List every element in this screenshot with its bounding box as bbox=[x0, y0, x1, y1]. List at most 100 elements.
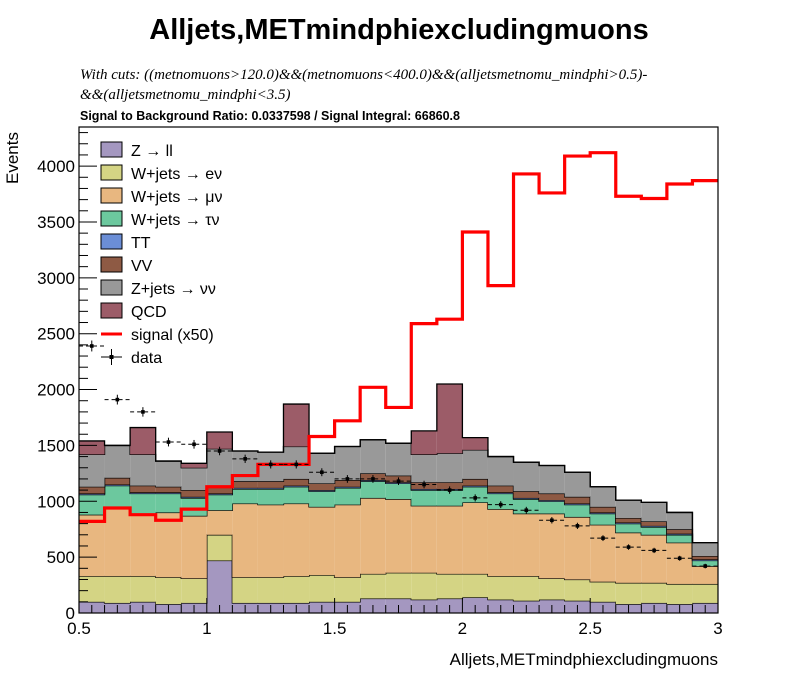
x-tick-label: 0.5 bbox=[67, 619, 91, 638]
stack-bar bbox=[436, 573, 463, 599]
stack-bar bbox=[79, 494, 105, 515]
y-axis-label: Events bbox=[3, 132, 22, 184]
data-marker bbox=[601, 536, 605, 540]
data-marker bbox=[575, 524, 580, 528]
data-point bbox=[615, 544, 642, 550]
stack-bar bbox=[232, 503, 258, 578]
stack-bar bbox=[79, 454, 105, 487]
data-point bbox=[360, 475, 386, 483]
stack-bar bbox=[411, 430, 437, 455]
stack-bar bbox=[232, 481, 258, 488]
stack-bar bbox=[513, 491, 540, 498]
stack-layer-w-jets bbox=[79, 480, 718, 567]
data-point bbox=[692, 563, 718, 569]
stack-bar bbox=[360, 439, 386, 474]
data-marker bbox=[447, 488, 452, 492]
data-marker bbox=[371, 477, 375, 481]
legend-entry: W+jets → μν bbox=[100, 187, 222, 206]
stack-bar bbox=[590, 513, 616, 525]
y-tick-label: 3000 bbox=[37, 269, 75, 288]
legend-swatch bbox=[100, 141, 123, 158]
stack-bar bbox=[155, 512, 182, 578]
stack-bar bbox=[130, 513, 156, 577]
data-marker bbox=[524, 508, 529, 513]
y-tick-label: 2000 bbox=[37, 381, 75, 400]
stack-bar bbox=[181, 467, 207, 491]
legend-label: data bbox=[131, 350, 162, 367]
legend-entry: Z → ll bbox=[100, 141, 173, 160]
legend-label: signal (x50) bbox=[131, 327, 214, 344]
stack-bar bbox=[181, 515, 207, 579]
legend-label: VV bbox=[131, 258, 153, 275]
legend-label: Z+jets → νν bbox=[131, 281, 216, 298]
stack-bar bbox=[104, 485, 131, 507]
stack-layer-qcd bbox=[79, 383, 718, 544]
legend-entry: signal (x50) bbox=[101, 327, 214, 344]
stack-bar bbox=[666, 542, 693, 584]
data-point bbox=[487, 501, 514, 509]
data-point bbox=[564, 522, 591, 529]
data-point bbox=[155, 437, 182, 447]
data-point bbox=[513, 506, 540, 514]
stack-bar bbox=[564, 496, 591, 504]
x-tick-label: 2.5 bbox=[578, 619, 602, 638]
stack-bar bbox=[487, 509, 514, 577]
data-point bbox=[436, 486, 463, 494]
stack-bar bbox=[181, 490, 207, 497]
cuts-line-2: &&(alljetsmetnomu_mindphi<3.5) bbox=[80, 87, 291, 103]
stack-bar bbox=[155, 577, 182, 605]
x-tick-label: 3 bbox=[713, 619, 722, 638]
stack-bar bbox=[692, 583, 718, 603]
stack-layer-w-jets bbox=[79, 497, 718, 584]
data-marker bbox=[422, 482, 426, 487]
legend-entry: VV bbox=[100, 256, 153, 275]
stack-bar bbox=[130, 485, 156, 493]
data-point bbox=[334, 475, 361, 483]
y-tick-label: 1500 bbox=[37, 436, 75, 455]
legend-label: W+jets → eν bbox=[131, 166, 222, 183]
stack-bar bbox=[539, 578, 565, 600]
stack-bar bbox=[462, 437, 488, 450]
y-tick-label: 500 bbox=[47, 548, 75, 567]
data-points bbox=[79, 340, 718, 569]
stack-bar bbox=[539, 513, 565, 579]
stack-bar bbox=[436, 482, 463, 489]
stack-bar bbox=[411, 505, 437, 573]
legend-swatch bbox=[100, 279, 123, 296]
stack-bar bbox=[360, 481, 386, 498]
data-point bbox=[539, 517, 565, 524]
stack-bar bbox=[79, 514, 105, 577]
legend-label: W+jets → μν bbox=[131, 189, 222, 206]
data-point bbox=[232, 454, 258, 463]
data-point bbox=[309, 468, 335, 477]
stack-bar bbox=[283, 503, 310, 577]
stack-bar bbox=[360, 497, 386, 574]
stack-bar bbox=[104, 477, 131, 485]
stack-bar bbox=[615, 518, 642, 523]
stack-bar bbox=[334, 446, 361, 481]
stack-bar bbox=[641, 582, 667, 603]
data-marker bbox=[550, 518, 554, 523]
stack-bar bbox=[615, 582, 642, 605]
data-point bbox=[130, 407, 156, 417]
stack-bar bbox=[155, 493, 182, 513]
chart-title: Alljets,METmindphiexcludingmuons bbox=[149, 14, 648, 46]
x-tick-label: 1 bbox=[202, 619, 211, 638]
stack-bar bbox=[513, 462, 540, 492]
stack-bar bbox=[487, 456, 514, 486]
stack-bar bbox=[232, 488, 258, 504]
stack-layer-z-jets bbox=[79, 439, 718, 557]
stack-bar bbox=[411, 454, 437, 483]
axes: 0.5 1 1.5 2 2.5 3 0 500 1000 1500 2000 2500 3000 3500… bbox=[37, 132, 723, 638]
stack-bar bbox=[79, 486, 105, 494]
stack-bar bbox=[104, 445, 131, 478]
stack-bar bbox=[411, 490, 437, 506]
stack-bar bbox=[590, 524, 616, 582]
stack-bar bbox=[513, 576, 540, 601]
stack-bar bbox=[385, 483, 412, 500]
stack-bar bbox=[257, 504, 284, 578]
data-marker bbox=[294, 462, 299, 467]
stack-bar bbox=[232, 577, 258, 603]
stack-bar bbox=[283, 404, 310, 447]
stack-bar bbox=[181, 463, 207, 468]
